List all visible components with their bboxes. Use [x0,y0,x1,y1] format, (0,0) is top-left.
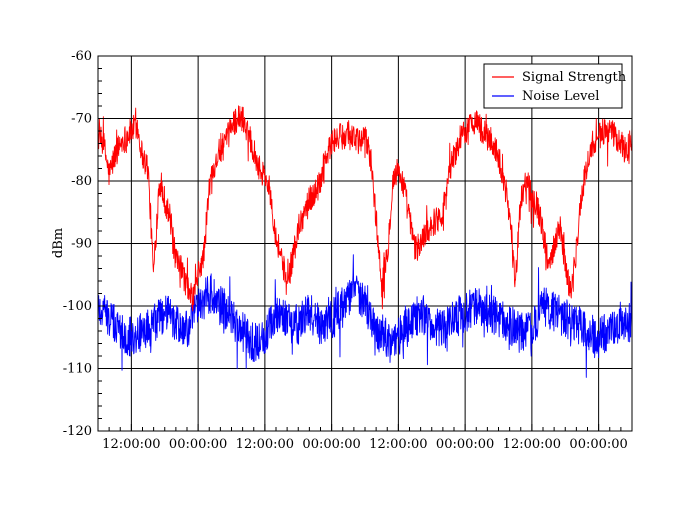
legend-box [483,63,623,109]
legend-label-noise: Noise Level [522,89,599,104]
y-tick-label: -120 [63,424,92,439]
y-tick-label: -80 [71,174,92,189]
y-tick-label: -110 [63,362,92,377]
x-tick-label: 00:00:00 [169,437,227,452]
y-tick-label: -100 [63,299,92,314]
y-tick-label: -60 [71,49,92,64]
y-axis-title: dBm [51,228,66,258]
y-tick-label: -90 [71,237,92,252]
x-tick-label: 00:00:00 [569,437,627,452]
legend-label-signal: Signal Strength [522,70,627,85]
ticks: -60 -70 -80 -90 -100 -110 -120 12:00:00 00:00:00… [63,49,633,452]
series-line-noise-level [97,254,633,378]
y-tick-label: -70 [71,112,92,127]
x-tick-label: 12:00:00 [102,437,160,452]
x-tick-label: 12:00:00 [236,437,294,452]
series-layer [97,105,633,378]
legend: Signal Strength Noise Level [483,63,627,109]
series-line-signal-strength [97,105,633,312]
x-tick-label: 00:00:00 [302,437,360,452]
grid [98,56,632,431]
x-tick-label: 12:00:00 [369,437,427,452]
x-tick-label: 00:00:00 [436,437,494,452]
x-tick-label: 12:00:00 [503,437,561,452]
